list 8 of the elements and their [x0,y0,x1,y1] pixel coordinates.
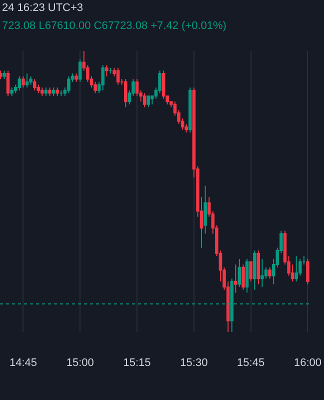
x-tick-label: 16:00 [294,357,322,369]
x-tick-label: 15:30 [180,357,208,369]
x-tick-label: 14:45 [9,357,37,369]
x-tick-label: 15:15 [123,357,151,369]
x-tick-label: 15:45 [237,357,265,369]
text: 723.08 L67610.00 C67723.08 +7.42 (+0.01%) [2,20,226,32]
text: 24 16:23 UTC+3 [2,2,84,14]
x-tick-label: 15:00 [66,357,94,369]
